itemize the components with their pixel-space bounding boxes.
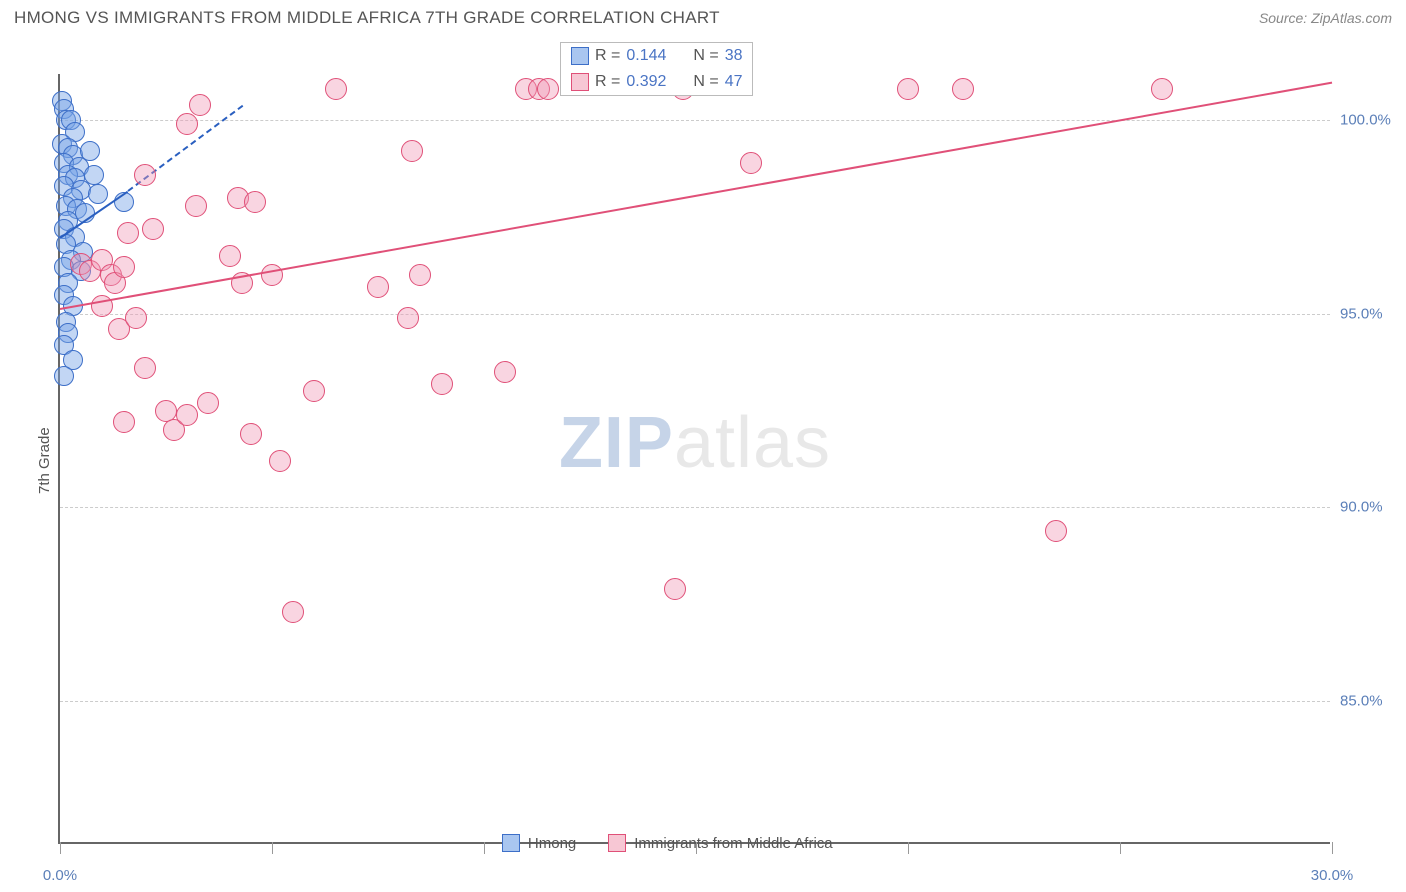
title-bar: HMONG VS IMMIGRANTS FROM MIDDLE AFRICA 7…	[0, 0, 1406, 32]
scatter-point	[282, 601, 304, 623]
x-tick	[272, 842, 273, 854]
scatter-point	[113, 411, 135, 433]
scatter-point	[537, 78, 559, 100]
y-tick-label: 90.0%	[1340, 499, 1400, 516]
scatter-point	[117, 222, 139, 244]
scatter-point	[219, 245, 241, 267]
watermark-zip: ZIP	[559, 403, 674, 483]
scatter-point	[303, 380, 325, 402]
scatter-point	[261, 264, 283, 286]
stats-legend: R =0.144N =38R =0.392N =47	[560, 42, 753, 96]
chart-title: HMONG VS IMMIGRANTS FROM MIDDLE AFRICA 7…	[14, 8, 720, 28]
gridline	[60, 314, 1330, 315]
series-legend: Hmong Immigrants from Middle Africa	[502, 834, 857, 852]
x-tick	[1120, 842, 1121, 854]
x-tick-label: 30.0%	[1311, 867, 1354, 884]
scatter-point	[1151, 78, 1173, 100]
scatter-point	[134, 357, 156, 379]
watermark: ZIPatlas	[559, 402, 831, 484]
scatter-point	[125, 307, 147, 329]
x-tick-label: 0.0%	[43, 867, 77, 884]
gridline	[60, 120, 1330, 121]
scatter-point	[84, 165, 104, 185]
legend-label: Immigrants from Middle Africa	[634, 835, 832, 852]
legend-swatch	[502, 834, 520, 852]
scatter-point	[244, 191, 266, 213]
scatter-point	[897, 78, 919, 100]
scatter-point	[664, 578, 686, 600]
scatter-point	[240, 423, 262, 445]
source-label: Source: ZipAtlas.com	[1259, 10, 1392, 26]
plot-area: ZIPatlas 100.0%95.0%90.0%85.0%0.0%30.0%	[58, 74, 1330, 844]
x-tick	[60, 842, 61, 854]
scatter-point	[176, 404, 198, 426]
x-tick	[908, 842, 909, 854]
scatter-point	[269, 450, 291, 472]
scatter-point	[740, 152, 762, 174]
x-tick	[1332, 842, 1333, 854]
scatter-point	[401, 140, 423, 162]
scatter-point	[189, 94, 211, 116]
stats-legend-row: R =0.144N =38	[561, 43, 752, 69]
y-tick-label: 100.0%	[1340, 112, 1400, 129]
scatter-point	[176, 113, 198, 135]
scatter-point	[409, 264, 431, 286]
stats-legend-row: R =0.392N =47	[561, 69, 752, 95]
scatter-point	[494, 361, 516, 383]
scatter-point	[197, 392, 219, 414]
scatter-point	[185, 195, 207, 217]
legend-label: Hmong	[528, 835, 576, 852]
y-tick-label: 85.0%	[1340, 692, 1400, 709]
gridline	[60, 701, 1330, 702]
scatter-point	[142, 218, 164, 240]
gridline	[60, 507, 1330, 508]
y-tick-label: 95.0%	[1340, 305, 1400, 322]
scatter-point	[952, 78, 974, 100]
legend-swatch	[571, 73, 589, 91]
x-tick	[484, 842, 485, 854]
scatter-point	[325, 78, 347, 100]
scatter-point	[113, 256, 135, 278]
scatter-point	[367, 276, 389, 298]
legend-swatch	[571, 47, 589, 65]
scatter-point	[80, 141, 100, 161]
legend-swatch	[608, 834, 626, 852]
scatter-point	[1045, 520, 1067, 542]
scatter-point	[431, 373, 453, 395]
watermark-atlas: atlas	[674, 403, 831, 483]
scatter-point	[54, 366, 74, 386]
scatter-point	[88, 184, 108, 204]
y-axis-title: 7th Grade	[36, 427, 53, 494]
scatter-point	[134, 164, 156, 186]
scatter-point	[397, 307, 419, 329]
